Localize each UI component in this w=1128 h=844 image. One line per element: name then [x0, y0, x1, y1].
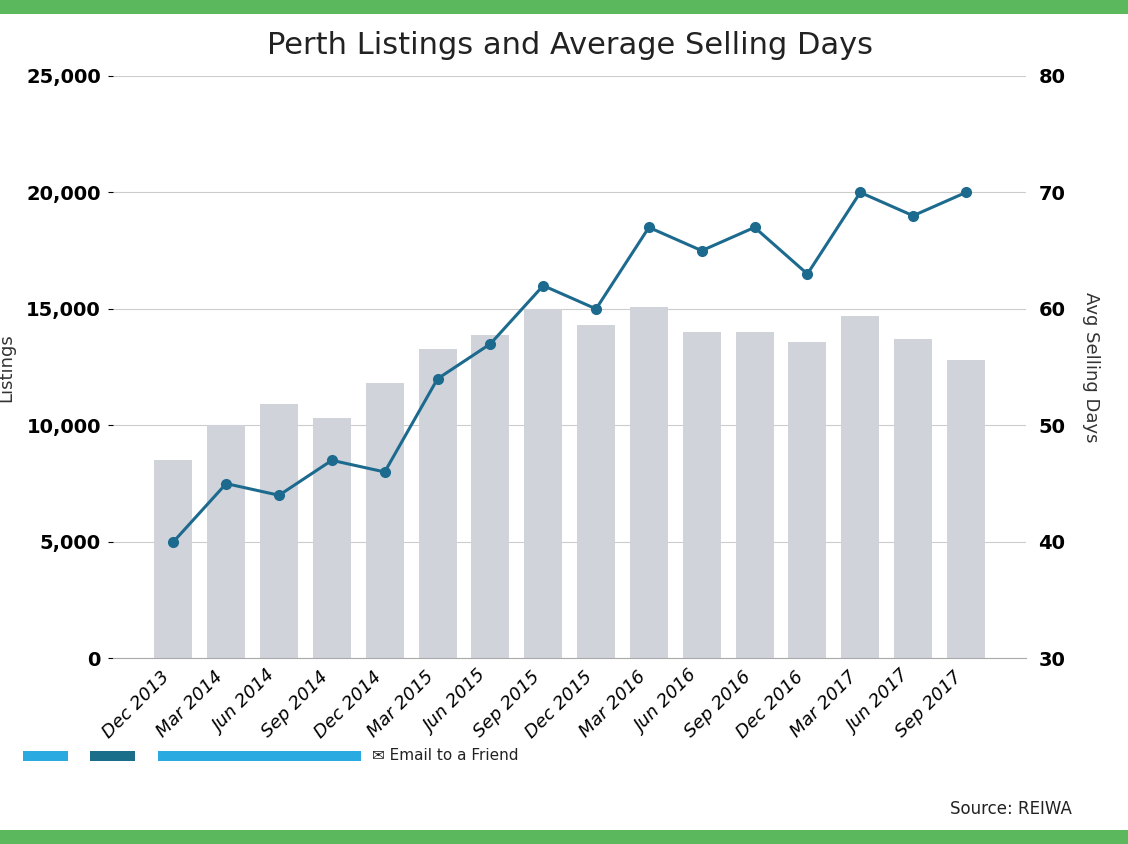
Y-axis label: Avg Selling Days: Avg Selling Days	[1082, 292, 1100, 442]
Text: ✉ Email to a Friend: ✉ Email to a Friend	[372, 749, 519, 763]
Title: Perth Listings and Average Selling Days: Perth Listings and Average Selling Days	[266, 30, 873, 60]
Bar	[946, 360, 985, 658]
Bar	[365, 383, 404, 658]
Bar	[788, 342, 827, 658]
Bar	[261, 404, 298, 658]
Text: Source: REIWA: Source: REIWA	[950, 800, 1072, 818]
Bar	[90, 750, 135, 760]
Bar	[418, 349, 457, 658]
Bar	[682, 333, 721, 658]
Bar	[23, 750, 68, 760]
Bar	[155, 460, 193, 658]
Bar	[841, 316, 879, 658]
Bar	[525, 309, 562, 658]
Bar	[895, 339, 932, 658]
Bar	[312, 419, 351, 658]
Bar	[629, 306, 668, 658]
Bar	[472, 334, 510, 658]
Y-axis label: Listings: Listings	[0, 333, 15, 402]
Bar	[208, 425, 245, 658]
Bar	[735, 333, 774, 658]
Bar	[158, 750, 361, 760]
Bar	[578, 325, 615, 658]
